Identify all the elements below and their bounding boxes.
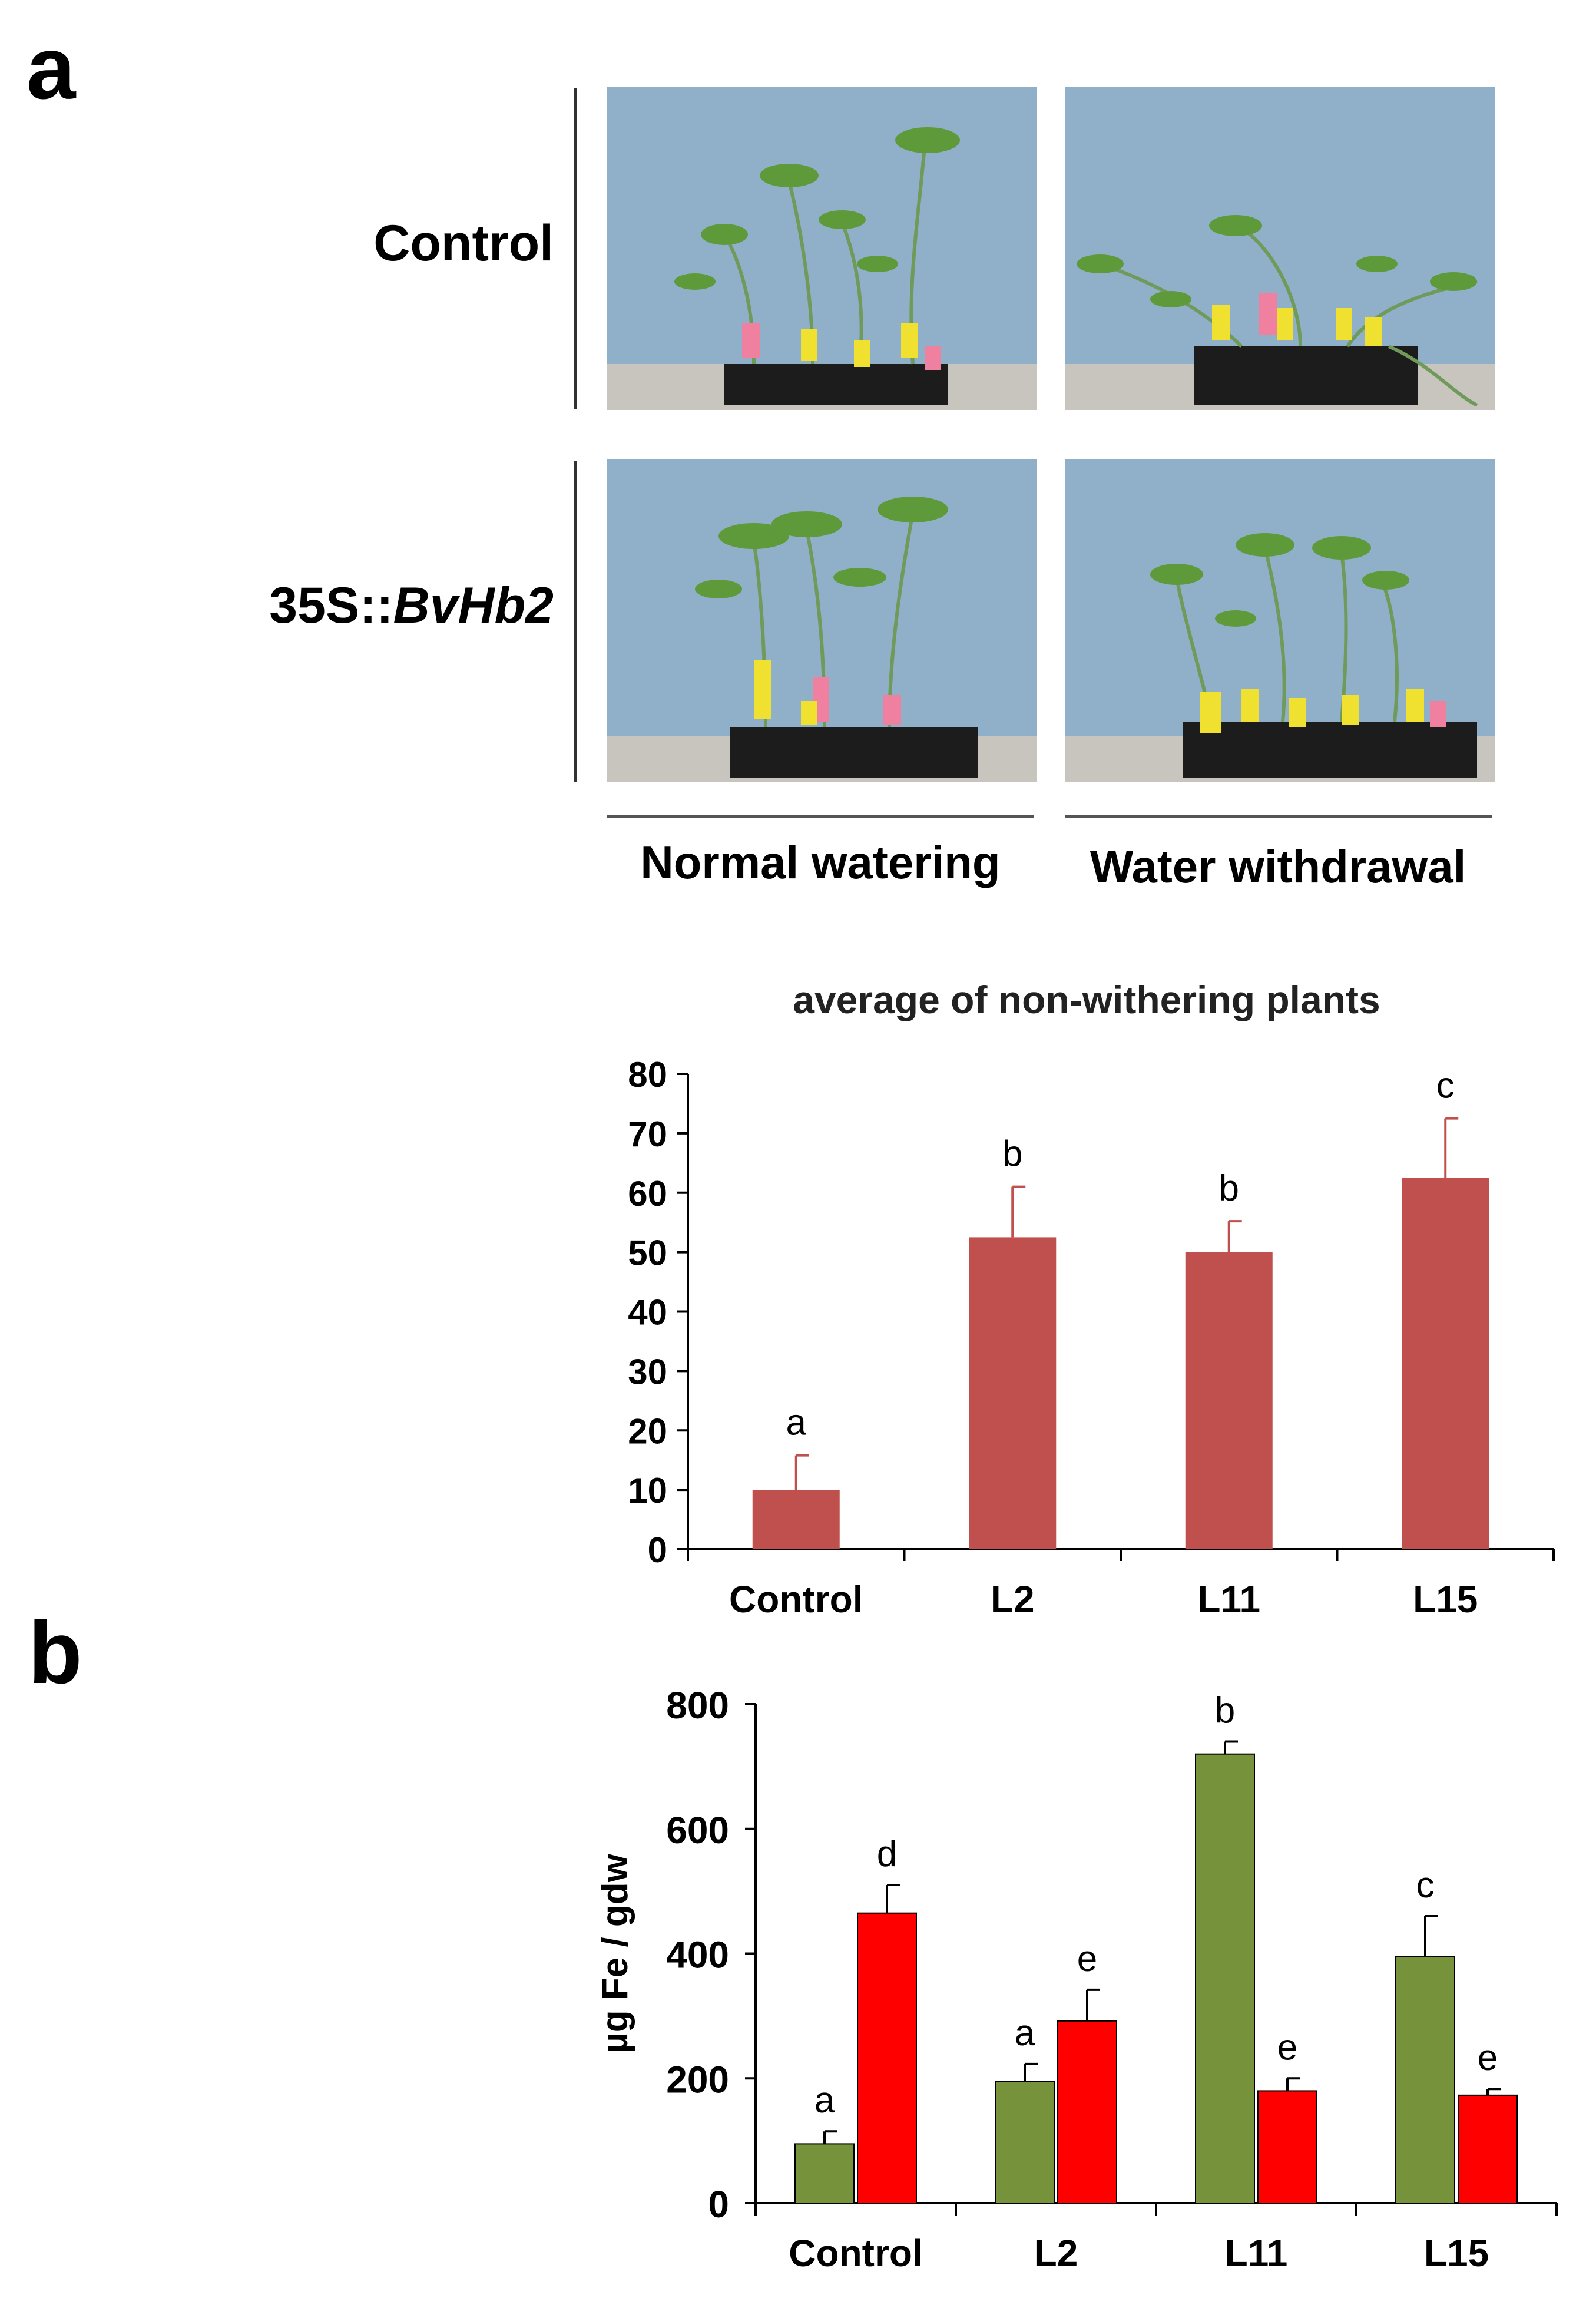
significance-label: b [1215, 1691, 1235, 1731]
significance-label: b [1002, 1134, 1022, 1175]
significance-label: e [1277, 2027, 1297, 2068]
x-tick-label: Control [729, 1578, 863, 1621]
plant-photo-illustration [1065, 87, 1495, 410]
y-tick-label: 70 [628, 1115, 667, 1154]
significance-label: e [1478, 2038, 1498, 2078]
plant-photo-illustration [1065, 459, 1495, 782]
bar [1185, 1252, 1273, 1549]
chart-title: average of non-withering plants [793, 978, 1380, 1021]
photo-control-normal [607, 87, 1037, 410]
column-bracket-normal [607, 815, 1034, 818]
bar [1458, 2094, 1518, 2204]
photo-transgenic-normal [607, 459, 1037, 782]
chart-non-withering-plants: average of non-withering plants 0 10 20 30 40… [628, 978, 1555, 1621]
x-tick-label: L2 [1034, 2232, 1078, 2274]
bar [1402, 1178, 1489, 1549]
photo-transgenic-withdrawal [1065, 459, 1495, 782]
bar [1395, 1956, 1455, 2204]
y-tick-label: 400 [666, 1934, 729, 1976]
significance-label: a [786, 1403, 807, 1443]
panel-letter-b: b [28, 1603, 82, 1702]
row-label-prefix: 35S:: [269, 577, 393, 634]
y-tick-label: 50 [628, 1233, 667, 1273]
x-tick-label: Control [789, 2232, 923, 2274]
column-bracket-withdrawal [1065, 815, 1492, 818]
plant-photo-illustration [607, 459, 1037, 782]
x-tick-label: L11 [1225, 2232, 1288, 2274]
row-label-transgenic: 35S::BvHb2 [141, 580, 554, 631]
row-label-gene: BvHb2 [393, 577, 554, 634]
y-axis-label: µg Fe / gdw [595, 1853, 635, 2053]
y-tick-label: 0 [648, 1530, 667, 1570]
significance-label: b [1219, 1168, 1239, 1209]
x-tick-label: L15 [1413, 1578, 1478, 1621]
bar [995, 2081, 1055, 2204]
plant-photo-illustration [607, 87, 1037, 410]
x-tick-label: L11 [1197, 1578, 1260, 1621]
significance-label: c [1436, 1066, 1455, 1106]
y-tick-label: 200 [666, 2058, 729, 2101]
significance-label: a [814, 2080, 835, 2121]
y-tick-label: 0 [708, 2183, 729, 2225]
y-tick-label: 600 [666, 1809, 729, 1851]
y-tick-label: 40 [628, 1293, 667, 1332]
row-bracket-control [574, 88, 577, 409]
bar [1257, 2090, 1317, 2204]
row-label-control: Control [373, 215, 554, 272]
bar [969, 1237, 1057, 1549]
y-tick-label: 20 [628, 1411, 667, 1451]
row-bracket-transgenic [574, 461, 577, 782]
bar [857, 1912, 917, 2204]
x-tick-label: L15 [1424, 2232, 1489, 2274]
column-label-normal-watering: Normal watering [640, 836, 1001, 888]
panel-letter-a: a [27, 18, 76, 117]
photo-control-withdrawal [1065, 87, 1495, 410]
bar [794, 2143, 855, 2204]
y-tick-label: 60 [628, 1174, 667, 1213]
significance-label: e [1077, 1939, 1097, 1979]
y-tick-label: 30 [628, 1352, 667, 1391]
y-tick-label: 10 [628, 1471, 667, 1510]
y-tick-label: 80 [628, 1055, 667, 1094]
bar [1057, 2020, 1117, 2204]
significance-label: c [1416, 1865, 1435, 1906]
significance-label: a [1015, 2013, 1035, 2053]
bar [1195, 1753, 1255, 2204]
y-tick-label: 800 [666, 1684, 729, 1727]
significance-label: d [877, 1834, 897, 1874]
column-label-water-withdrawal: Water withdrawal [1090, 841, 1466, 892]
x-tick-label: L2 [991, 1578, 1035, 1621]
chart-fe-content: 0 200 400 600 800 µg Fe / gdw a d Control a e L2 b e L… [595, 1684, 1558, 2274]
bar [752, 1490, 840, 1549]
